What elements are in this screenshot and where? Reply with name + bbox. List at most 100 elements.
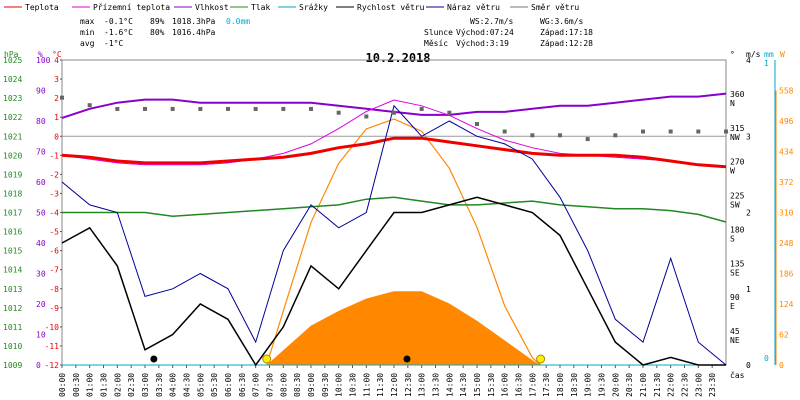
press-tick: 1019 [3, 170, 22, 179]
press-tick: 1013 [3, 285, 22, 294]
dir-tick: 360 [730, 90, 745, 99]
time-tick: 21:30 [653, 373, 662, 397]
legend-srazky: Srážky [299, 3, 328, 12]
time-tick: 06:00 [224, 373, 233, 397]
gust-line [61, 104, 727, 366]
wind-unit: m/s [746, 50, 761, 59]
pressure-line [62, 196, 727, 223]
rain-tick: 0 [764, 354, 769, 363]
wind-direction-point [198, 106, 203, 111]
wind-tick: 3 [746, 132, 751, 141]
legend-vlhkost: Vlhkost [195, 3, 229, 12]
temperature-line [61, 136, 727, 169]
press-tick: 1009 [3, 361, 22, 370]
time-tick: 18:00 [556, 373, 565, 397]
press-tick: 1010 [3, 342, 22, 351]
solar-area [266, 291, 541, 365]
temp-tick: -1 [49, 151, 59, 160]
time-tick: 05:00 [196, 373, 205, 397]
time-tick: 23:30 [708, 373, 717, 397]
time-tick: 15:00 [473, 373, 482, 397]
theoretical-solar-line [266, 118, 541, 366]
time-tick: 19:00 [584, 373, 593, 397]
moonset-marker [403, 355, 411, 363]
moonrise-marker [150, 355, 158, 363]
time-tick: 07:00 [252, 373, 261, 397]
time-tick: 08:00 [279, 373, 288, 397]
press-unit: hPa [4, 50, 19, 59]
press-tick: 1020 [3, 151, 22, 160]
stat-max-hum: 89% [150, 17, 165, 26]
solar-tick: 310 [779, 209, 794, 218]
time-tick: 02:30 [127, 373, 136, 397]
temp-tick: -3 [49, 189, 59, 198]
dir-tick: 315 [730, 124, 745, 133]
press-tick: 1015 [3, 247, 22, 256]
hum-tick: 80 [36, 117, 46, 126]
temp-tick: 1 [54, 113, 59, 122]
moon-set: Západ:12:28 [540, 39, 593, 48]
wind-wg: WG:3.6m/s [540, 17, 584, 26]
stat-max-label: max [80, 17, 95, 26]
dir-tick: 180 [730, 225, 745, 234]
time-tick: 17:30 [542, 373, 551, 397]
solar-tick: 186 [779, 270, 794, 279]
solar-tick: 0 [779, 361, 784, 370]
time-tick: 09:30 [321, 373, 330, 397]
press-tick: 1021 [3, 132, 22, 141]
hum-tick: 50 [36, 209, 46, 218]
temp-tick: -5 [49, 228, 59, 237]
time-tick: 00:00 [58, 373, 67, 397]
hum-tick: 60 [36, 178, 46, 187]
press-tick: 1023 [3, 94, 22, 103]
markers-layer [150, 354, 546, 364]
hum-unit: % [38, 50, 43, 59]
wind-direction-point [668, 129, 673, 134]
time-tick: 23:00 [694, 373, 703, 397]
dir-cardinal: SE [730, 268, 740, 277]
press-tick: 1014 [3, 266, 22, 275]
temp-tick: -8 [49, 285, 59, 294]
time-tick: 14:00 [445, 373, 454, 397]
time-tick: 16:30 [515, 373, 524, 397]
stat-max-temp: -0.1°C [104, 17, 133, 26]
temp-tick: -12 [45, 361, 60, 370]
chart-date: 10.2.2018 [365, 51, 430, 65]
press-tick: 1011 [3, 323, 22, 332]
temp-tick: 0 [54, 132, 59, 141]
dir-tick: 225 [730, 192, 745, 201]
sunrise-marker [262, 354, 272, 364]
time-tick: 05:30 [210, 373, 219, 397]
time-tick: 16:00 [501, 373, 510, 397]
dir-cardinal: W [730, 167, 735, 176]
solar-tick: 434 [779, 148, 794, 157]
temp-tick: -2 [49, 170, 59, 179]
legend: Teplota Přízemní teplota Vlhkost Tlak Sr… [4, 3, 579, 12]
time-tick: 07:30 [266, 373, 275, 397]
hum-tick: 30 [36, 270, 46, 279]
dir-tick: 90 [730, 293, 740, 302]
dir-cardinal: NE [730, 336, 740, 345]
hum-tick: 20 [36, 300, 46, 309]
solar-tick: 62 [779, 331, 789, 340]
time-tick: 00:30 [72, 373, 81, 397]
stat-avg-label: avg [80, 39, 95, 48]
temp-tick: 4 [54, 56, 59, 65]
wind-direction-point [447, 110, 452, 115]
solar-unit: W [780, 50, 785, 59]
stat-min-press: 1016.4hPa [172, 28, 216, 37]
temp-tick: -9 [49, 304, 59, 313]
dir-cardinal: E [730, 302, 735, 311]
temp-tick: -6 [49, 247, 59, 256]
dir-cardinal: NW [730, 133, 740, 142]
legend-naraz: Náraz větru [447, 3, 500, 12]
sunset-marker [536, 354, 546, 364]
stat-min-temp: -1.6°C [104, 28, 133, 37]
time-tick: 03:00 [141, 373, 150, 397]
legend-rychlost: Rychlost větru [357, 3, 425, 12]
legend-teplota: Teplota [25, 3, 59, 12]
moon-prefix: Měsíc [424, 39, 448, 48]
time-tick: 08:30 [293, 373, 302, 397]
wind-direction-point [696, 129, 701, 134]
